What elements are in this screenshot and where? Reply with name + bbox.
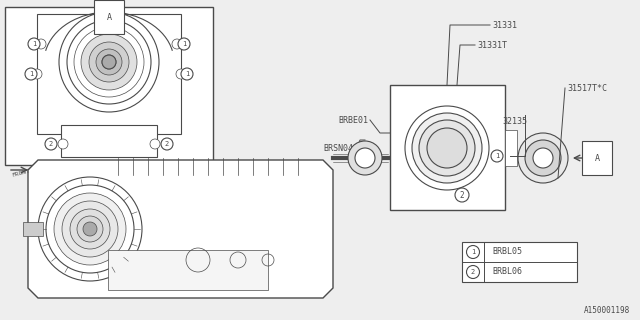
- Circle shape: [176, 69, 186, 79]
- Circle shape: [419, 120, 475, 176]
- Circle shape: [412, 113, 482, 183]
- Text: A: A: [595, 154, 600, 163]
- Circle shape: [467, 266, 479, 278]
- Circle shape: [491, 150, 503, 162]
- Text: 2: 2: [49, 141, 53, 147]
- Text: 1: 1: [471, 249, 475, 255]
- Text: 2: 2: [165, 141, 169, 147]
- Bar: [390, 85, 505, 210]
- Circle shape: [38, 177, 142, 281]
- Bar: [61, 125, 157, 157]
- Text: 31517T*C: 31517T*C: [567, 84, 607, 92]
- Text: A150001198: A150001198: [584, 306, 630, 315]
- Circle shape: [32, 69, 42, 79]
- Text: BRBL05: BRBL05: [492, 247, 522, 257]
- Circle shape: [533, 148, 553, 168]
- Circle shape: [456, 189, 468, 201]
- Text: 1: 1: [185, 71, 189, 77]
- Circle shape: [467, 245, 479, 259]
- Circle shape: [70, 209, 110, 249]
- Text: 1: 1: [182, 41, 186, 47]
- Text: 1: 1: [32, 41, 36, 47]
- Circle shape: [518, 133, 568, 183]
- Circle shape: [102, 55, 116, 69]
- Circle shape: [46, 185, 134, 273]
- Circle shape: [150, 139, 160, 149]
- Polygon shape: [28, 160, 333, 298]
- Text: 2: 2: [471, 269, 475, 275]
- Text: 1: 1: [29, 71, 33, 77]
- Bar: [108, 250, 268, 290]
- Circle shape: [59, 12, 159, 112]
- Text: 32135: 32135: [502, 117, 527, 126]
- Text: 31331: 31331: [492, 20, 517, 29]
- Circle shape: [102, 55, 116, 69]
- Circle shape: [355, 148, 375, 168]
- Circle shape: [28, 38, 40, 50]
- Text: 1: 1: [495, 153, 499, 159]
- Circle shape: [25, 68, 37, 80]
- Circle shape: [67, 20, 151, 104]
- Circle shape: [427, 128, 467, 168]
- Circle shape: [181, 68, 193, 80]
- Bar: [23, 222, 43, 236]
- Text: 31331T: 31331T: [477, 41, 507, 50]
- Circle shape: [58, 139, 68, 149]
- Circle shape: [348, 141, 382, 175]
- Circle shape: [36, 39, 46, 49]
- Text: FRONT: FRONT: [12, 168, 31, 178]
- Circle shape: [96, 49, 122, 75]
- Circle shape: [77, 216, 103, 242]
- Circle shape: [172, 39, 182, 49]
- Circle shape: [62, 201, 118, 257]
- Bar: [505, 130, 517, 166]
- Circle shape: [54, 193, 126, 265]
- Circle shape: [45, 138, 57, 150]
- Circle shape: [81, 34, 137, 90]
- Circle shape: [83, 222, 97, 236]
- Circle shape: [405, 106, 489, 190]
- Bar: [5, 7, 213, 165]
- Bar: [37, 14, 181, 134]
- Circle shape: [89, 42, 129, 82]
- Text: BRBL06: BRBL06: [492, 268, 522, 276]
- Text: BRBE01: BRBE01: [338, 116, 368, 124]
- Circle shape: [178, 38, 190, 50]
- Circle shape: [74, 27, 144, 97]
- Circle shape: [525, 140, 561, 176]
- Text: BRSN04: BRSN04: [323, 143, 353, 153]
- Text: 2: 2: [460, 190, 464, 199]
- Circle shape: [161, 138, 173, 150]
- Bar: [462, 242, 577, 282]
- Circle shape: [455, 188, 469, 202]
- Text: A: A: [106, 12, 111, 21]
